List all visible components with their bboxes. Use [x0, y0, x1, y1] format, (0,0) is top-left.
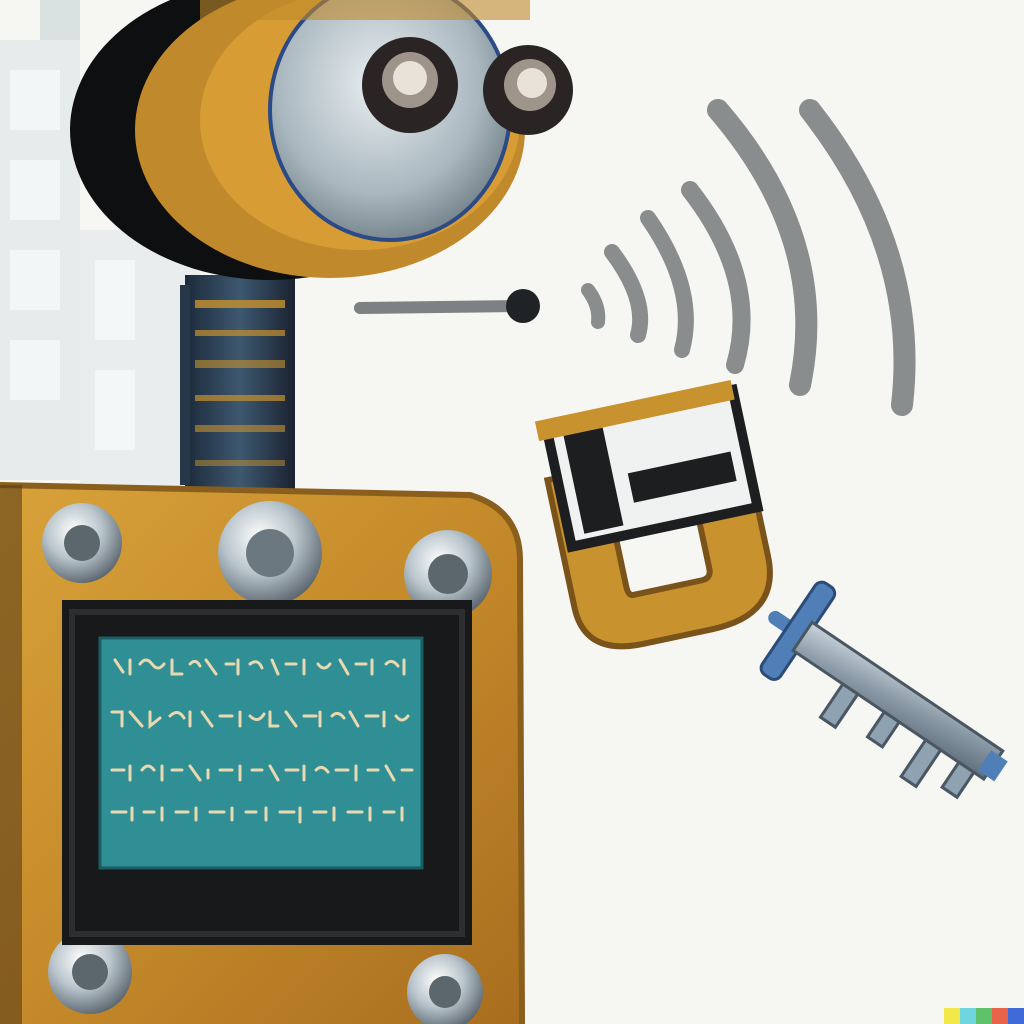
robot-screen	[62, 600, 472, 945]
padlock-icon	[534, 379, 773, 650]
key-icon	[759, 580, 1008, 800]
robot-eye-left	[362, 37, 458, 133]
body-bolts	[42, 501, 492, 1024]
wireless-signal-icon	[581, 99, 916, 416]
antenna-line	[354, 289, 540, 323]
robot-eye-right	[483, 45, 573, 135]
screen-glyphs	[110, 658, 414, 824]
signature-stripe	[944, 1008, 1024, 1024]
robot-neck	[180, 275, 295, 505]
robot-head	[70, 0, 530, 280]
